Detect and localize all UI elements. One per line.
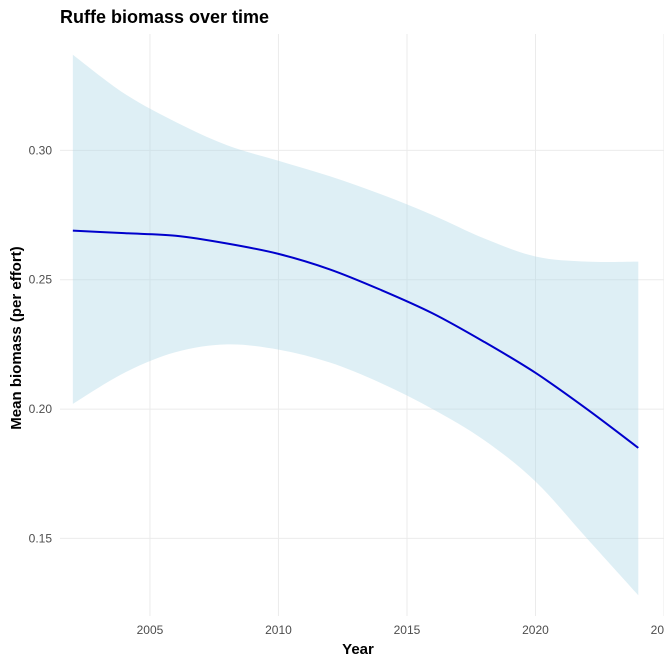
y-axis-label: Mean biomass (per effort) [8, 246, 25, 429]
confidence-ribbon [72, 54, 639, 596]
line-layer [72, 229, 639, 449]
x-tick-label: 2015 [394, 623, 421, 637]
tick-layer: 2005 2010 2015 2020 2025 0.15 0.20 0.25 0.30 [29, 143, 664, 637]
x-tick-label: 2025 [651, 623, 664, 637]
ribbon-layer [72, 54, 639, 596]
x-axis-label: Year [342, 641, 374, 658]
y-tick-label: 0.25 [29, 273, 53, 287]
trend-line [72, 229, 639, 449]
chart-title: Ruffe biomass over time [60, 7, 269, 27]
y-tick-label: 0.20 [29, 402, 53, 416]
grid-layer [60, 34, 664, 616]
x-tick-label: 2020 [522, 623, 549, 637]
x-tick-label: 2010 [265, 623, 292, 637]
y-tick-label: 0.30 [29, 143, 53, 157]
y-tick-label: 0.15 [29, 531, 53, 545]
x-tick-label: 2005 [137, 623, 164, 637]
